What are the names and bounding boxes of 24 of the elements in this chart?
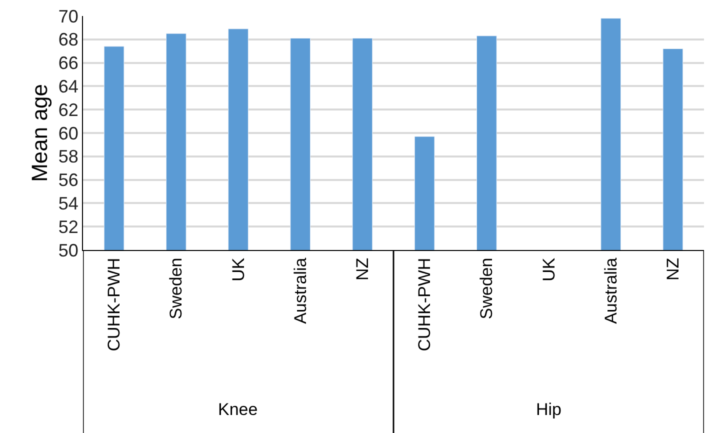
x-tick-label: UK [228,257,248,282]
x-tick-label: Sweden [477,258,496,320]
x-tick-label: NZ [352,258,372,280]
y-tick-label: 56 [58,170,78,190]
y-tick-label: 58 [58,146,78,167]
y-axis-title: Mean age [27,84,52,182]
x-tick-label: Australia [290,257,310,324]
x-tick-label: NZ [663,258,682,280]
text: Hip [536,400,562,419]
y-tick-label: 52 [58,216,78,237]
x-tick-label: Sweden [166,258,186,320]
y-tick-label: 62 [58,100,78,120]
text: Knee [218,400,258,419]
x-tick-label: UK [539,257,558,282]
y-tick-label: 70 [58,6,78,26]
y-tick-label: 50 [58,240,78,260]
y-tick-label: 54 [58,194,78,214]
y-tick-label: 66 [58,53,78,74]
x-tick-label: CUHK-PWH [104,258,124,352]
y-tick-label: 64 [58,76,78,96]
y-tick-label: 68 [58,30,78,50]
y-tick-label: 60 [58,123,78,144]
x-tick-label: CUHK-PWH [415,258,434,352]
x-tick-label: Australia [601,257,620,324]
